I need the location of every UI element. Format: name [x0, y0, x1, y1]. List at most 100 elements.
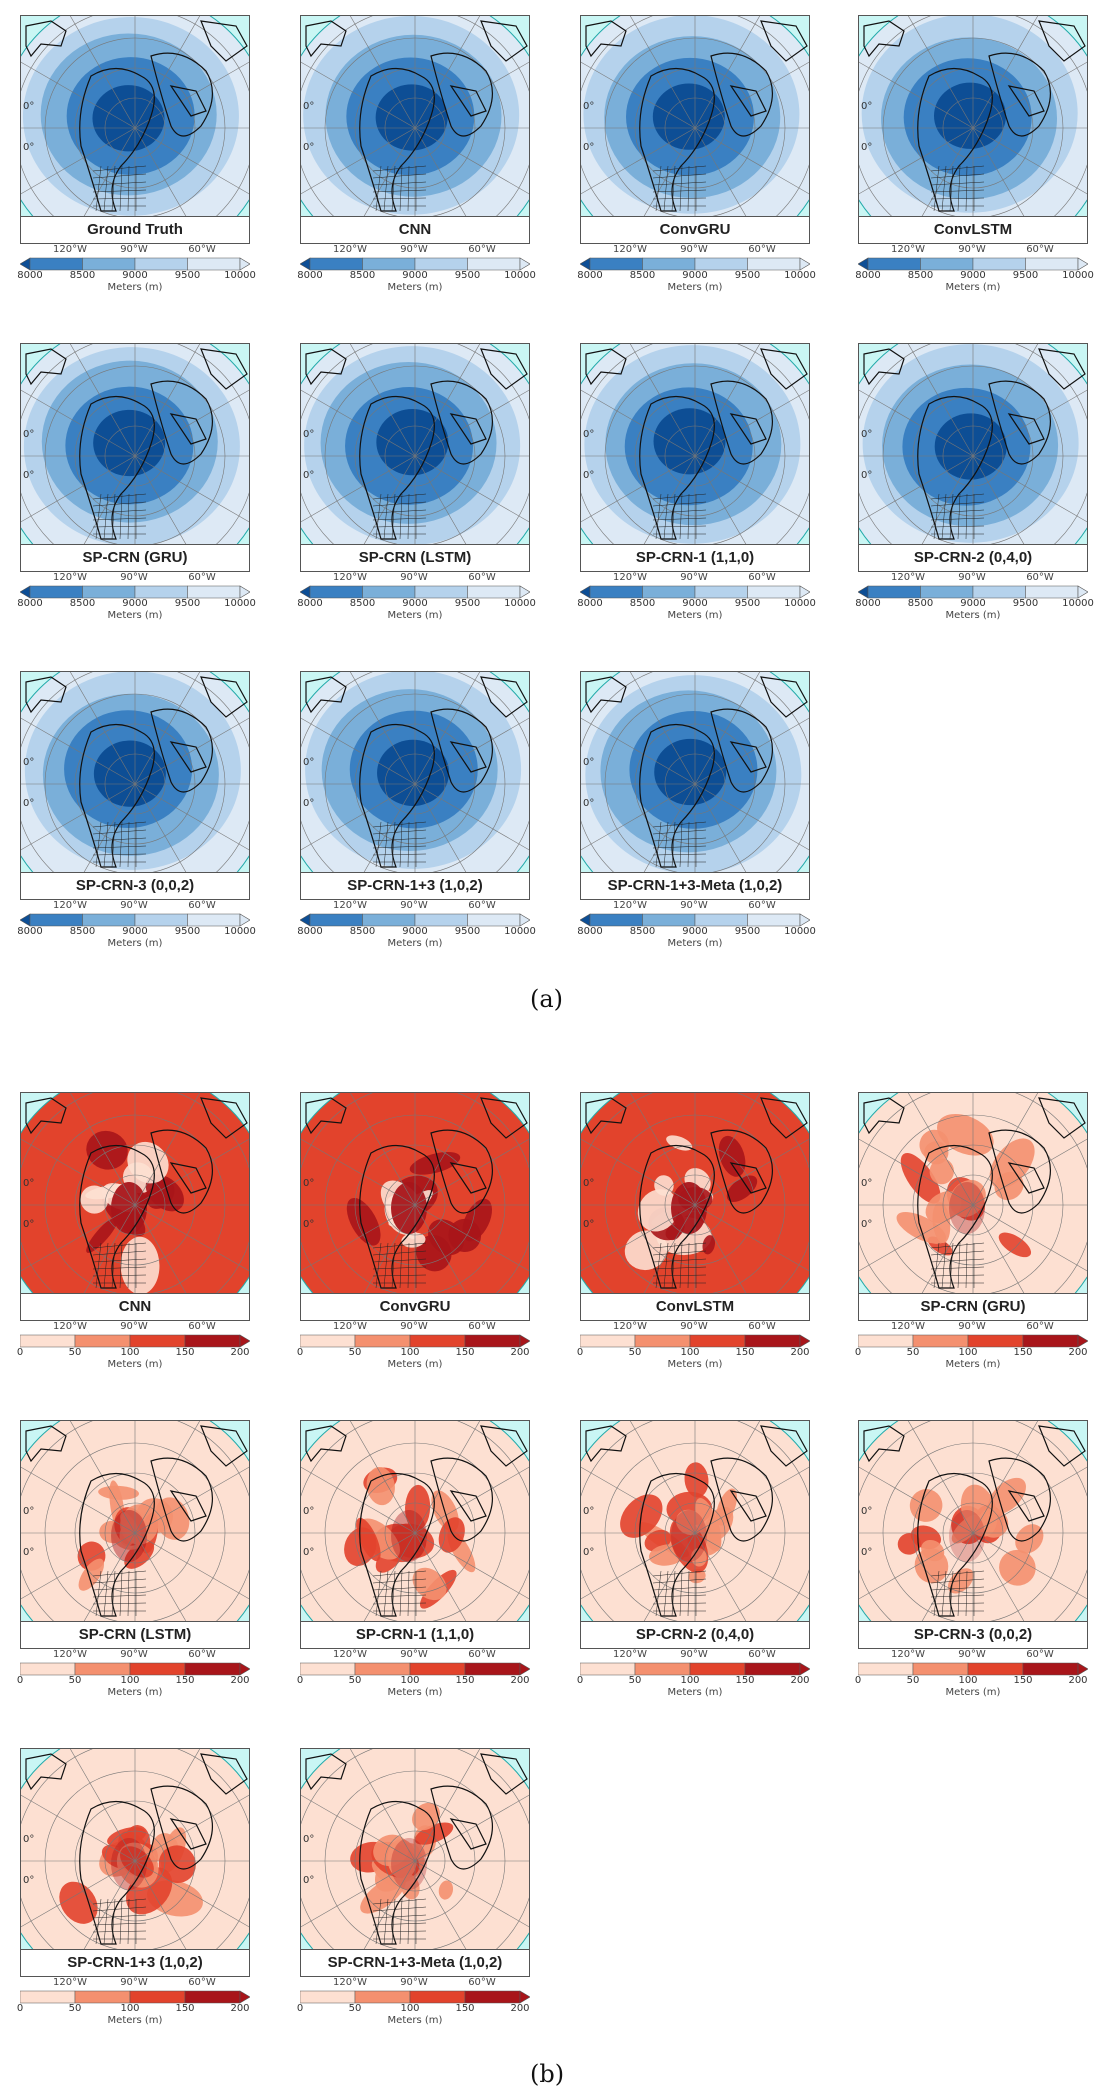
colorbar-ticks: 8000 8500 9000 9500 10000 [17, 270, 256, 282]
colorbar-tick: 200 [790, 1675, 810, 1686]
lat-label: 0° [583, 1547, 595, 1558]
longitude-label: 120°W [613, 572, 647, 583]
longitude-labels: 120°W 90°W 60°W [300, 1321, 528, 1333]
colorbar-tick: 9500 [174, 598, 201, 609]
lat-label: 0° [861, 101, 873, 112]
colorbar-tick: 8500 [629, 270, 656, 281]
longitude-label: 120°W [53, 572, 87, 583]
lat-label: 0° [23, 798, 35, 809]
colorbar-tick: 10000 [224, 270, 256, 281]
panel-a-10: 0° 0° SP-CRN-1+3-Meta (1,0,2) 120°W 90°W 60°W… [577, 671, 816, 949]
colorbar-tick: 0 [854, 1347, 862, 1358]
panel-title: ConvGRU [300, 1294, 530, 1321]
colorbar-tick: 50 [628, 1347, 642, 1358]
longitude-label: 120°W [53, 1977, 87, 1988]
colorbar-tick: 100 [120, 2003, 140, 2014]
coastline-3 [150, 1785, 213, 1870]
coastline-1 [760, 1097, 808, 1139]
colorbar-tick: 150 [455, 1675, 475, 1686]
longitude-labels: 120°W 90°W 60°W [580, 900, 808, 912]
coastline-0 [305, 348, 347, 386]
coastline-3 [150, 1129, 213, 1214]
colorbar-tick: 8000 [297, 598, 323, 609]
longitude-label: 120°W [333, 1321, 367, 1332]
colorbar-tick: 200 [510, 2003, 530, 2014]
longitude-label: 90°W [958, 1321, 986, 1332]
coastline-3 [710, 52, 773, 137]
colorbar-label: Meters (m) [945, 610, 1001, 621]
longitude-labels: 120°W 90°W 60°W [20, 572, 248, 584]
colorbar-ticks: 0 50 100 150 200 [297, 2003, 530, 2015]
lat-label: 0° [23, 1178, 35, 1189]
colorbar [299, 1661, 531, 1676]
error-map: 0° 0° [20, 1748, 250, 1950]
coastline-4 [729, 1162, 767, 1194]
coastline-3 [988, 52, 1051, 137]
coastline-4 [1007, 85, 1045, 117]
longitude-label: 90°W [400, 1649, 428, 1660]
longitude-label: 60°W [1026, 1649, 1054, 1660]
panel-title: CNN [300, 217, 530, 244]
colorbar-tick: 50 [906, 1675, 920, 1686]
geopotential-map: 0° 0° [300, 343, 530, 545]
panel-title: SP-CRN-3 (0,0,2) [20, 873, 250, 900]
longitude-label: 60°W [748, 900, 776, 911]
coastline-4 [729, 85, 767, 117]
colorbar-tick: 100 [120, 1675, 140, 1686]
colorbar-ticks: 8000 8500 9000 9500 10000 [855, 270, 1094, 282]
colorbar-tick: 8500 [69, 270, 96, 281]
longitude-label: 90°W [680, 1321, 708, 1332]
geopotential-map: 0° 0° [20, 671, 250, 873]
coastline-0 [863, 348, 905, 386]
colorbar-ticks: 0 50 100 150 200 [577, 1675, 810, 1687]
longitude-labels: 120°W 90°W 60°W [858, 1321, 1086, 1333]
colorbar-tick: 9000 [682, 270, 708, 281]
colorbar-ticks: 0 50 100 150 200 [297, 1347, 530, 1359]
longitude-label: 120°W [613, 900, 647, 911]
colorbar-tick: 0 [16, 1347, 24, 1358]
longitude-labels: 120°W 90°W 60°W [20, 244, 248, 256]
longitude-label: 60°W [468, 244, 496, 255]
colorbar-tick: 8500 [349, 926, 376, 937]
longitude-labels: 120°W 90°W 60°W [858, 1649, 1086, 1661]
longitude-label: 120°W [613, 244, 647, 255]
colorbar-tick: 10000 [1062, 270, 1094, 281]
coastline-0 [863, 1425, 905, 1463]
longitude-label: 90°W [120, 244, 148, 255]
panel-a-4: 0° 0° SP-CRN (GRU) 120°W 90°W 60°W 8000 8500 900… [17, 343, 256, 621]
colorbar-tick: 8500 [69, 926, 96, 937]
colorbar-label: Meters (m) [667, 938, 723, 949]
longitude-labels: 120°W 90°W 60°W [300, 1977, 528, 1989]
colorbar-label: Meters (m) [107, 1687, 163, 1698]
colorbar-ticks: 0 50 100 150 200 [297, 1675, 530, 1687]
lat-label: 0° [861, 1547, 873, 1558]
colorbar-tick: 50 [348, 2003, 362, 2014]
coastline-1 [1038, 1425, 1086, 1467]
colorbar-tick: 9500 [454, 926, 481, 937]
colorbar-ticks: 0 50 100 150 200 [577, 1347, 810, 1359]
colorbar [857, 1661, 1089, 1676]
longitude-label: 60°W [468, 1649, 496, 1660]
panel-title: SP-CRN-2 (0,4,0) [580, 1622, 810, 1649]
colorbar-tick: 10000 [224, 598, 256, 609]
coastline-1 [480, 1425, 528, 1467]
colorbar-label: Meters (m) [667, 1359, 723, 1370]
longitude-label: 60°W [748, 244, 776, 255]
lat-label: 0° [23, 1219, 35, 1230]
longitude-label: 120°W [891, 572, 925, 583]
geopotential-map: 0° 0° [858, 15, 1088, 217]
coastline-0 [25, 1753, 67, 1791]
coastline-0 [585, 1425, 627, 1463]
colorbar-tick: 10000 [784, 926, 816, 937]
coastline-4 [1007, 1162, 1045, 1194]
lat-label: 0° [303, 470, 315, 481]
panel-title: SP-CRN-3 (0,0,2) [858, 1622, 1088, 1649]
longitude-labels: 120°W 90°W 60°W [20, 1649, 248, 1661]
lat-label: 0° [303, 142, 315, 153]
colorbar-ticks: 8000 8500 9000 9500 10000 [297, 270, 536, 282]
colorbar-label: Meters (m) [107, 938, 163, 949]
colorbar [857, 584, 1089, 599]
longitude-label: 60°W [468, 1977, 496, 1988]
lat-label: 0° [303, 1178, 315, 1189]
coastline-4 [169, 1490, 207, 1522]
